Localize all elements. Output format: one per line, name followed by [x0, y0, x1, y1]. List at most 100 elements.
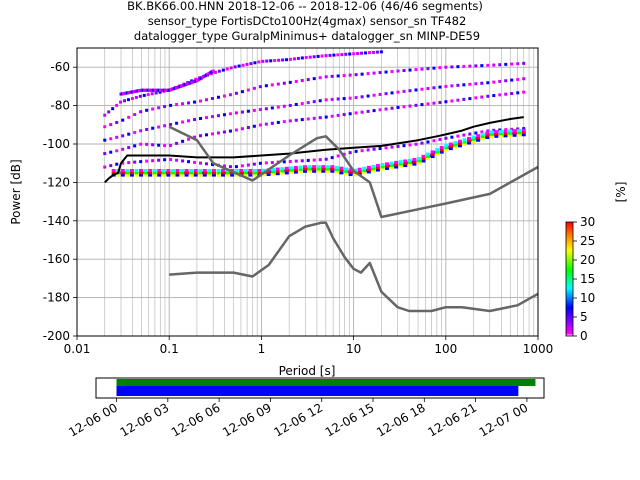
heatmap-cell [252, 171, 257, 175]
heatmap-cell [228, 129, 232, 133]
heatmap-cell [321, 169, 326, 173]
heatmap-cell [234, 111, 238, 115]
heatmap-cell [468, 132, 472, 136]
heatmap-cell [284, 169, 289, 173]
heatmap-cell [193, 173, 198, 177]
y-tick-label: -120 [43, 175, 70, 189]
heatmap-cell [384, 146, 388, 150]
heatmap-cell [432, 101, 436, 105]
heatmap-cell [270, 161, 274, 165]
heatmap-cell [318, 76, 322, 80]
heatmap-cell [403, 161, 408, 165]
heatmap-cell [170, 168, 175, 172]
heatmap-cell [474, 82, 478, 86]
heatmap-cell [107, 110, 111, 114]
heatmap-cell [403, 159, 408, 163]
timeline-tick-label: 12-06 21 [425, 400, 479, 439]
heatmap-cell [426, 102, 430, 106]
heatmap-cell [222, 130, 226, 134]
heatmap-cell [414, 68, 418, 72]
heatmap-cell [282, 160, 286, 164]
timeline-frame-outline [95, 377, 545, 399]
heatmap-cell [489, 130, 494, 134]
heatmap-cell [264, 107, 268, 111]
heatmap-cell [248, 168, 253, 172]
heatmap-cell [321, 167, 326, 171]
heatmap-cell [228, 112, 232, 116]
heatmap-cell [402, 69, 406, 73]
heatmap-cell [336, 154, 340, 158]
heatmap-cell [121, 161, 125, 165]
heatmap-cell [462, 97, 466, 101]
heatmap-cell [262, 173, 267, 177]
heatmap-cell [398, 160, 403, 164]
heatmap-cell [270, 106, 274, 110]
heatmap-cell [414, 142, 418, 146]
heatmap-cell [205, 98, 209, 102]
heatmap-cell [324, 75, 328, 79]
heatmap-cell [303, 167, 308, 171]
heatmap-cell [334, 165, 339, 169]
heatmap-cell [316, 169, 321, 173]
heatmap-cell [503, 132, 508, 136]
heatmap-cell [300, 159, 304, 163]
heatmap-cell [303, 169, 308, 173]
heatmap-cell [163, 105, 167, 109]
heatmap-cell [378, 147, 382, 151]
heatmap-cell [306, 78, 310, 82]
heatmap-cell [145, 142, 149, 146]
heatmap-cell [432, 86, 436, 90]
heatmap-cell [348, 73, 352, 77]
heatmap-cell [416, 161, 421, 165]
heatmap-cell [390, 106, 394, 110]
heatmap-cell [213, 70, 217, 74]
heatmap-cell [111, 107, 115, 111]
heatmap-cell [462, 133, 466, 137]
heatmap-cell [318, 116, 322, 120]
heatmap-cell [408, 104, 412, 108]
heatmap-cell [330, 114, 334, 118]
x-axis-ticks: 0.01 0.1 1 10 100 1000 [64, 336, 553, 356]
heatmap-cell [125, 168, 130, 172]
heatmap-cell [324, 115, 328, 119]
heatmap-cell [421, 154, 426, 158]
heatmap-cell [127, 132, 131, 136]
heatmap-cell [293, 170, 298, 174]
heatmap-cell [296, 56, 300, 60]
heatmap-cell [193, 168, 198, 172]
heatmap-cell [385, 164, 390, 168]
colorbar-ticks: 0 5 10 15 20 25 30 [573, 215, 595, 343]
heatmap-cell [522, 77, 526, 81]
heatmap-cell [486, 81, 490, 85]
heatmap-cell [306, 101, 310, 105]
mean-line [104, 116, 524, 184]
heatmap-cell [480, 137, 485, 141]
heatmap-cell [489, 132, 494, 136]
heatmap-cell [426, 87, 430, 91]
heatmap-cell [394, 160, 399, 164]
heatmap-cell [157, 168, 162, 172]
heatmap-cell [166, 173, 171, 177]
heatmap-cell [426, 157, 431, 161]
heatmap-cell [407, 163, 412, 167]
heatmap-cell [494, 130, 499, 134]
heatmap-cell [130, 97, 134, 101]
heatmap-cell [456, 98, 460, 102]
heatmap-cell [438, 137, 442, 141]
heatmap-cell [271, 167, 276, 171]
heatmap-cell [384, 92, 388, 96]
heatmap-cell [161, 171, 166, 175]
heatmap-cell [371, 169, 376, 173]
heatmap-cell [241, 63, 245, 67]
heatmap-cell [508, 131, 513, 135]
heatmap-cell [143, 171, 148, 175]
heatmap-cell [157, 173, 162, 177]
heatmap-cell [485, 131, 490, 135]
ppsd-plot: 0.01 0.1 1 10 100 1000 -200 -180 -160 -140 -120 -1… [9, 47, 553, 378]
heatmap-cell [289, 168, 294, 172]
heatmap-cell [316, 167, 321, 171]
heatmap-cell [489, 135, 494, 139]
heatmap-cell [414, 103, 418, 107]
heatmap-cell [271, 170, 276, 174]
heatmap-cell [307, 169, 312, 173]
